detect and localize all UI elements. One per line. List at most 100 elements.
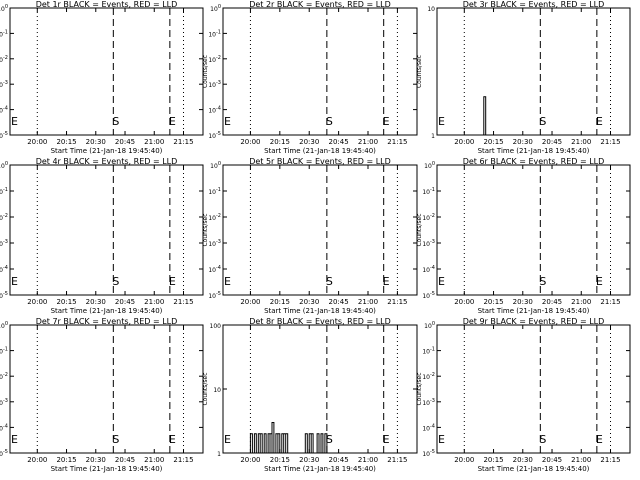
x-tick-label: 20:45 xyxy=(115,298,135,306)
y-tick-label: 10 xyxy=(213,387,221,394)
y-tick-label: 10-2 xyxy=(0,372,8,381)
y-axis-label: Counts/sec xyxy=(416,372,423,405)
y-tick-label: 10-1 xyxy=(0,29,8,38)
x-tick-label: 21:15 xyxy=(173,298,193,306)
y-tick-label: 10-3 xyxy=(0,398,8,407)
edge-marker-E: E xyxy=(438,275,445,288)
x-tick-label: 20:15 xyxy=(270,298,290,306)
edge-marker-E: E xyxy=(224,433,231,446)
panel-det-1: Det 1r BLACK = Events, RED = LLD 100 10-1 1… xyxy=(0,0,204,155)
x-tick-label: 21:15 xyxy=(387,298,407,306)
x-tick-label: 20:30 xyxy=(86,298,106,306)
x-tick-label: 20:00 xyxy=(27,456,47,464)
y-tick-label: 10-2 xyxy=(208,213,221,222)
panel-title: Det 5r BLACK = Events, RED = LLD xyxy=(249,157,391,166)
plot-frame xyxy=(9,7,204,136)
plot-frame xyxy=(9,164,204,296)
event-label-E: E xyxy=(169,275,176,288)
y-tick-label: 10-1 xyxy=(0,347,8,356)
y-tick-label: 10-4 xyxy=(208,106,221,115)
x-tick-label: 20:30 xyxy=(299,298,319,306)
y-tick-label: 10-2 xyxy=(422,372,435,381)
event-label-E: E xyxy=(596,433,603,446)
y-tick-label: 10-3 xyxy=(422,239,435,248)
y-tick-label: 10-3 xyxy=(208,80,221,89)
x-tick-label: 20:00 xyxy=(27,298,47,306)
plot-frame xyxy=(436,164,631,296)
panel-det-7: Det 7r BLACK = Events, RED = LLD 100 10-1 1… xyxy=(0,317,204,473)
y-tick-label: 10-2 xyxy=(0,213,8,222)
x-tick-label: 20:15 xyxy=(483,298,503,306)
x-tick-label: 20:45 xyxy=(329,298,349,306)
edge-marker-E: E xyxy=(11,433,18,446)
event-label-S: S xyxy=(112,433,119,446)
x-axis-label: Start Time (21-Jan-18 19:45:40) xyxy=(51,147,163,155)
x-tick-label: 20:15 xyxy=(483,138,503,146)
y-tick-label: 100 xyxy=(0,4,8,13)
x-axis-label: Start Time (21-Jan-18 19:45:40) xyxy=(264,147,376,155)
y-tick-label: 10-4 xyxy=(422,423,435,432)
event-label-E: E xyxy=(383,433,390,446)
x-tick-label: 21:00 xyxy=(358,138,378,146)
x-tick-label: 21:00 xyxy=(144,298,164,306)
panel-det-2: Det 2r BLACK = Events, RED = LLD 100 10-1 1… xyxy=(202,0,418,155)
x-tick-label: 21:00 xyxy=(358,298,378,306)
x-tick-label: 21:15 xyxy=(600,456,620,464)
x-tick-label: 20:30 xyxy=(299,456,319,464)
x-axis-label: Start Time (21-Jan-18 19:45:40) xyxy=(478,307,590,315)
x-tick-label: 20:00 xyxy=(454,456,474,464)
y-axis-label: Counts/sec xyxy=(416,213,423,246)
panel-title: Det 3r BLACK = Events, RED = LLD xyxy=(463,0,605,9)
x-tick-label: 20:00 xyxy=(454,138,474,146)
panel-det-3: Det 3r BLACK = Events, RED = LLD 1 10 Count… xyxy=(416,0,631,155)
y-tick-label: 10-1 xyxy=(208,187,221,196)
y-tick-label: 10-5 xyxy=(422,449,435,458)
x-tick-label: 20:00 xyxy=(454,298,474,306)
y-axis-label: Counts/sec xyxy=(202,213,209,246)
y-axis-label: Counts/sec xyxy=(202,372,209,405)
x-tick-label: 20:45 xyxy=(329,456,349,464)
x-tick-label: 20:45 xyxy=(115,456,135,464)
y-tick-label: 10-4 xyxy=(0,423,8,432)
panel-det-4: Det 4r BLACK = Events, RED = LLD 100 10-1 1… xyxy=(0,157,204,315)
event-label-E: E xyxy=(596,275,603,288)
x-tick-label: 21:00 xyxy=(144,456,164,464)
x-tick-label: 20:45 xyxy=(115,138,135,146)
event-label-E: E xyxy=(169,433,176,446)
event-label-S: S xyxy=(112,115,119,128)
y-tick-label: 10-5 xyxy=(422,291,435,300)
y-tick-label: 100 xyxy=(210,161,221,170)
y-tick-label: 10-3 xyxy=(208,239,221,248)
y-tick-label: 10-3 xyxy=(422,398,435,407)
event-label-S: S xyxy=(326,433,333,446)
event-label-S: S xyxy=(539,433,546,446)
y-tick-label: 10-1 xyxy=(422,347,435,356)
x-axis-label: Start Time (21-Jan-18 19:45:40) xyxy=(51,465,163,473)
edge-marker-E: E xyxy=(11,115,18,128)
y-tick-label: 100 xyxy=(0,321,8,330)
plot-frame xyxy=(436,324,631,454)
panel-title: Det 4r BLACK = Events, RED = LLD xyxy=(36,157,178,166)
y-tick-label: 10-2 xyxy=(0,55,8,64)
x-tick-label: 21:00 xyxy=(144,138,164,146)
x-tick-label: 21:15 xyxy=(600,138,620,146)
y-tick-label: 100 xyxy=(210,323,222,330)
y-tick-label: 10-4 xyxy=(208,265,221,274)
plot-frame xyxy=(436,7,631,136)
x-tick-label: 20:30 xyxy=(86,138,106,146)
x-tick-label: 20:15 xyxy=(56,298,76,306)
x-tick-label: 21:15 xyxy=(173,138,193,146)
panel-title: Det 7r BLACK = Events, RED = LLD xyxy=(36,317,178,326)
x-tick-label: 20:00 xyxy=(240,456,260,464)
plot-frame xyxy=(222,164,418,296)
y-tick-label: 1 xyxy=(217,451,221,458)
x-axis-label: Start Time (21-Jan-18 19:45:40) xyxy=(51,307,163,315)
y-tick-label: 10-5 xyxy=(0,449,8,458)
x-tick-label: 20:30 xyxy=(86,456,106,464)
x-tick-label: 20:00 xyxy=(240,138,260,146)
panel-det-5: Det 5r BLACK = Events, RED = LLD 100 10-1 1… xyxy=(202,157,418,315)
y-tick-label: 10-1 xyxy=(208,29,221,38)
edge-marker-E: E xyxy=(438,115,445,128)
y-tick-label: 10-2 xyxy=(208,55,221,64)
